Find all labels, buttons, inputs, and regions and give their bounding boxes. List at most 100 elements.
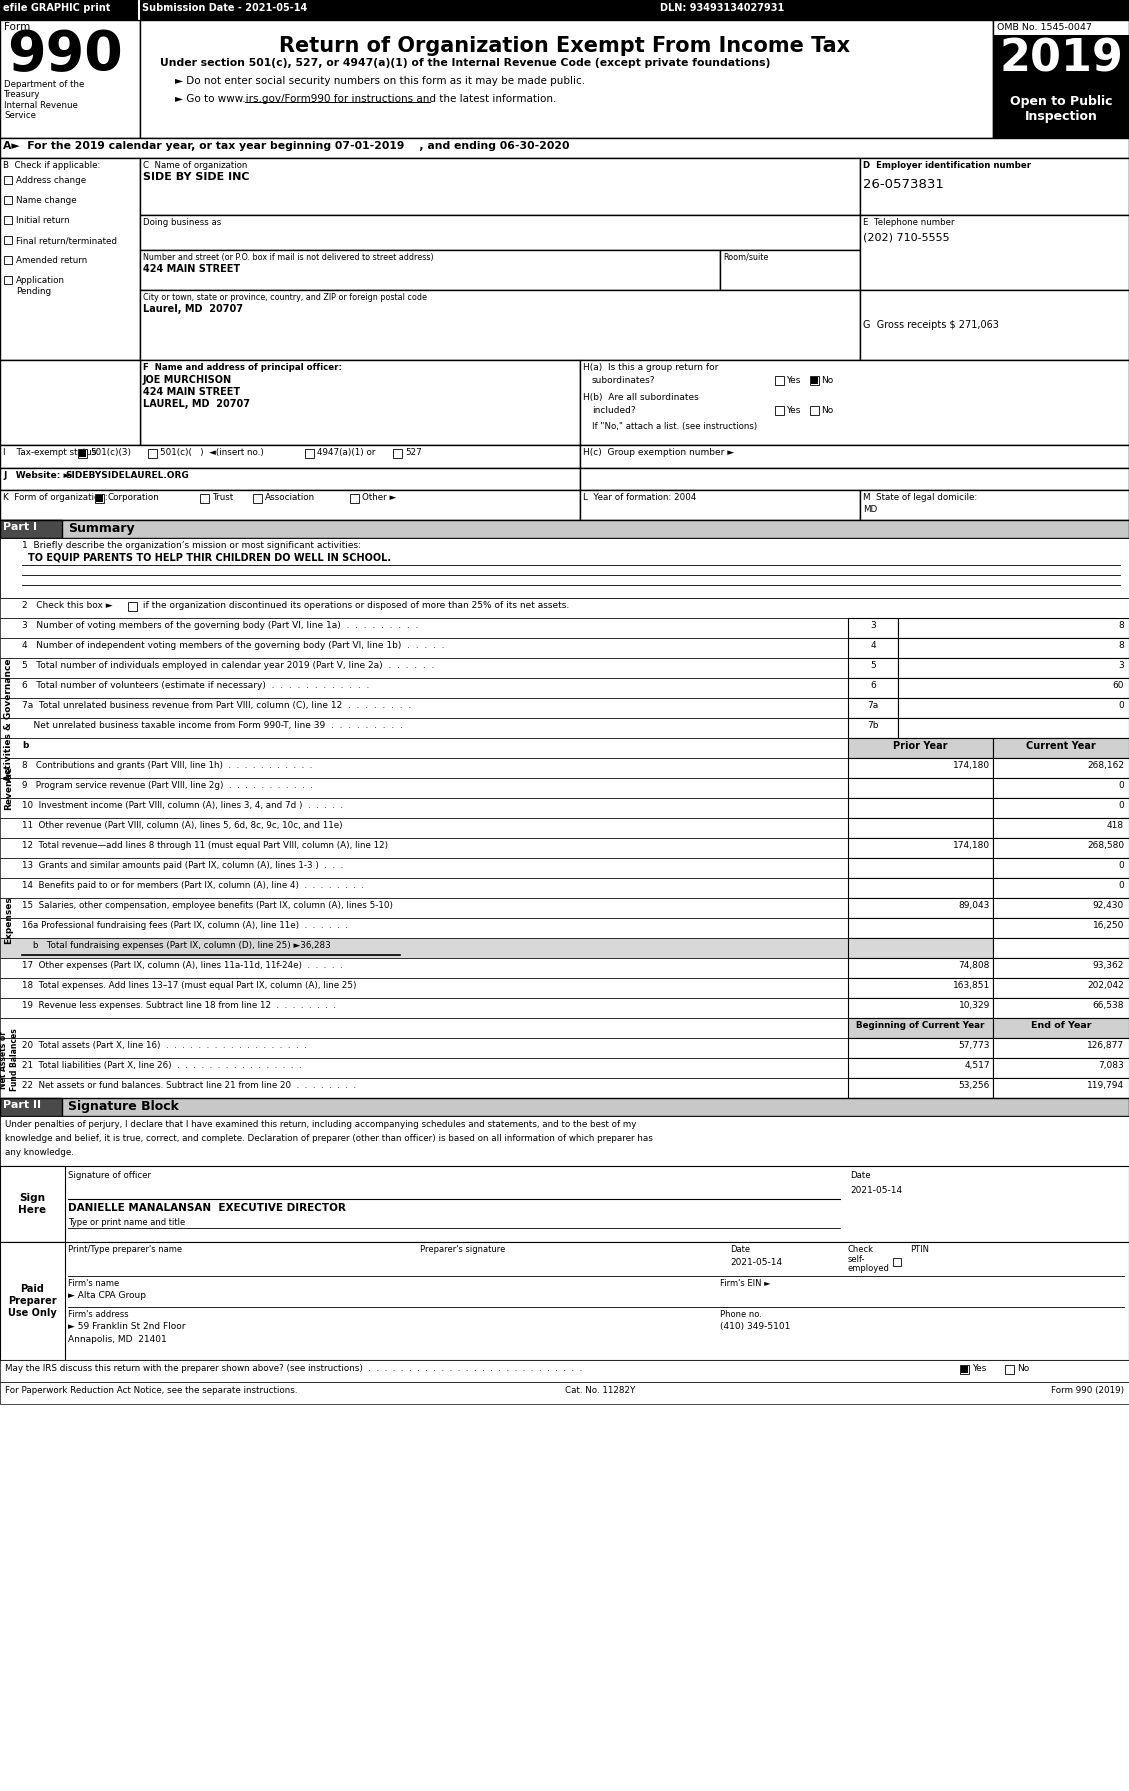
Text: ► Alta CPA Group: ► Alta CPA Group (68, 1291, 146, 1300)
Text: PTIN: PTIN (910, 1245, 929, 1254)
Text: Submission Date - 2021-05-14: Submission Date - 2021-05-14 (142, 4, 307, 13)
Bar (994, 738, 1129, 758)
Text: b: b (21, 741, 28, 750)
Text: Under penalties of perjury, I declare that I have examined this return, includin: Under penalties of perjury, I declare th… (5, 1119, 637, 1128)
Bar (994, 938, 1129, 958)
Text: 60: 60 (1112, 681, 1124, 690)
Text: any knowledge.: any knowledge. (5, 1148, 73, 1157)
Text: M  State of legal domicile:: M State of legal domicile: (863, 493, 978, 501)
Bar (0, 598, 1129, 618)
Bar (848, 1017, 994, 1039)
Text: Beginning of Current Year: Beginning of Current Year (856, 1021, 984, 1030)
Text: Name change: Name change (16, 195, 77, 204)
Bar (0, 158, 140, 360)
Text: 15  Salaries, other compensation, employee benefits (Part IX, column (A), lines : 15 Salaries, other compensation, employe… (21, 901, 393, 910)
Text: 7a  Total unrelated business revenue from Part VIII, column (C), line 12  .  .  : 7a Total unrelated business revenue from… (21, 700, 411, 709)
Bar (0, 1166, 65, 1241)
Bar (140, 158, 860, 215)
Text: Pending: Pending (16, 287, 51, 296)
Text: Firm's EIN ►: Firm's EIN ► (720, 1279, 771, 1288)
Bar (898, 679, 1129, 698)
Text: 174,180: 174,180 (953, 842, 990, 851)
Bar (893, 1257, 901, 1266)
Text: Expenses: Expenses (5, 896, 14, 944)
Bar (994, 36, 1129, 88)
Bar (860, 215, 1129, 290)
Bar (5, 276, 12, 285)
Bar (898, 718, 1129, 738)
Bar (140, 360, 580, 444)
Text: Net Assets or
Fund Balances: Net Assets or Fund Balances (0, 1028, 19, 1091)
Text: Laurel, MD  20707: Laurel, MD 20707 (143, 304, 243, 313)
Bar (994, 799, 1129, 818)
Bar (0, 858, 848, 878)
Text: Cat. No. 11282Y: Cat. No. 11282Y (564, 1386, 636, 1395)
Text: 13  Grants and similar amounts paid (Part IX, column (A), lines 1-3 )  .  .  .: 13 Grants and similar amounts paid (Part… (21, 861, 343, 870)
Bar (0, 1166, 1129, 1241)
Bar (0, 698, 848, 718)
Bar (848, 878, 994, 897)
Text: Paid
Preparer
Use Only: Paid Preparer Use Only (8, 1284, 56, 1318)
Text: Activities & Governance: Activities & Governance (5, 659, 14, 781)
Text: End of Year: End of Year (1031, 1021, 1092, 1030)
Bar (5, 176, 12, 184)
Text: 6   Total number of volunteers (estimate if necessary)  .  .  .  .  .  .  .  .  : 6 Total number of volunteers (estimate i… (21, 681, 369, 690)
Text: 3: 3 (1118, 661, 1124, 670)
Text: 12  Total revenue—add lines 8 through 11 (must equal Part VIII, column (A), line: 12 Total revenue—add lines 8 through 11 … (21, 842, 388, 851)
Text: 2021-05-14: 2021-05-14 (730, 1257, 782, 1266)
Text: K  Form of organization:: K Form of organization: (3, 493, 107, 501)
Bar (720, 251, 860, 290)
Bar (994, 978, 1129, 998)
Text: (410) 349-5101: (410) 349-5101 (720, 1322, 790, 1331)
Text: 19  Revenue less expenses. Subtract line 18 from line 12  .  .  .  .  .  .  .  .: 19 Revenue less expenses. Subtract line … (21, 1001, 336, 1010)
Bar (994, 777, 1129, 799)
Text: subordinates?: subordinates? (592, 376, 656, 385)
Text: DANIELLE MANALANSAN  EXECUTIVE DIRECTOR: DANIELLE MANALANSAN EXECUTIVE DIRECTOR (68, 1204, 345, 1213)
Bar (898, 618, 1129, 638)
Bar (0, 878, 848, 897)
Text: For Paperwork Reduction Act Notice, see the separate instructions.: For Paperwork Reduction Act Notice, see … (5, 1386, 298, 1395)
Bar (0, 537, 1129, 598)
Text: JOE MURCHISON: JOE MURCHISON (143, 374, 233, 385)
Bar (848, 998, 994, 1017)
Bar (0, 1017, 848, 1039)
Text: If "No," attach a list. (see instructions): If "No," attach a list. (see instruction… (592, 423, 758, 432)
Text: 527: 527 (405, 448, 422, 457)
Text: 268,162: 268,162 (1087, 761, 1124, 770)
Text: 0: 0 (1118, 700, 1124, 709)
Text: H(a)  Is this a group return for: H(a) Is this a group return for (583, 364, 718, 373)
Bar (994, 818, 1129, 838)
Text: 18  Total expenses. Add lines 13–17 (must equal Part IX, column (A), line 25): 18 Total expenses. Add lines 13–17 (must… (21, 981, 357, 990)
Text: Amended return: Amended return (16, 256, 87, 265)
Bar (580, 467, 1129, 491)
Bar (5, 195, 12, 204)
Bar (148, 450, 157, 458)
Bar (1005, 1365, 1014, 1374)
Bar (848, 618, 898, 638)
Text: E  Telephone number: E Telephone number (863, 219, 954, 227)
Text: Part I: Part I (3, 521, 37, 532)
Text: LAUREL, MD  20707: LAUREL, MD 20707 (143, 399, 250, 408)
Bar (994, 1017, 1129, 1039)
Text: 14  Benefits paid to or for members (Part IX, column (A), line 4)  .  .  .  .  .: 14 Benefits paid to or for members (Part… (21, 881, 364, 890)
Bar (0, 838, 848, 858)
Text: H(b)  Are all subordinates: H(b) Are all subordinates (583, 392, 699, 401)
Text: 5: 5 (870, 661, 876, 670)
Bar (848, 919, 994, 938)
Text: ► Go to www.irs.gov/Form990 for instructions and the latest information.: ► Go to www.irs.gov/Form990 for instruct… (175, 93, 557, 104)
Text: B  Check if applicable:: B Check if applicable: (3, 161, 100, 170)
Text: No: No (821, 376, 833, 385)
Text: 268,580: 268,580 (1087, 842, 1124, 851)
Text: Preparer's signature: Preparer's signature (420, 1245, 506, 1254)
Text: 11  Other revenue (Part VIII, column (A), lines 5, 6d, 8c, 9c, 10c, and 11e): 11 Other revenue (Part VIII, column (A),… (21, 820, 342, 829)
Text: Form 990 (2019): Form 990 (2019) (1051, 1386, 1124, 1395)
Bar (0, 1098, 62, 1116)
Bar (994, 1078, 1129, 1098)
Text: 10  Investment income (Part VIII, column (A), lines 3, 4, and 7d )  .  .  .  .  : 10 Investment income (Part VIII, column … (21, 801, 343, 810)
Text: Annapolis, MD  21401: Annapolis, MD 21401 (68, 1334, 167, 1343)
Bar (848, 938, 994, 958)
Text: 74,808: 74,808 (959, 962, 990, 971)
Text: Form: Form (5, 21, 30, 32)
Bar (848, 978, 994, 998)
Bar (848, 858, 994, 878)
